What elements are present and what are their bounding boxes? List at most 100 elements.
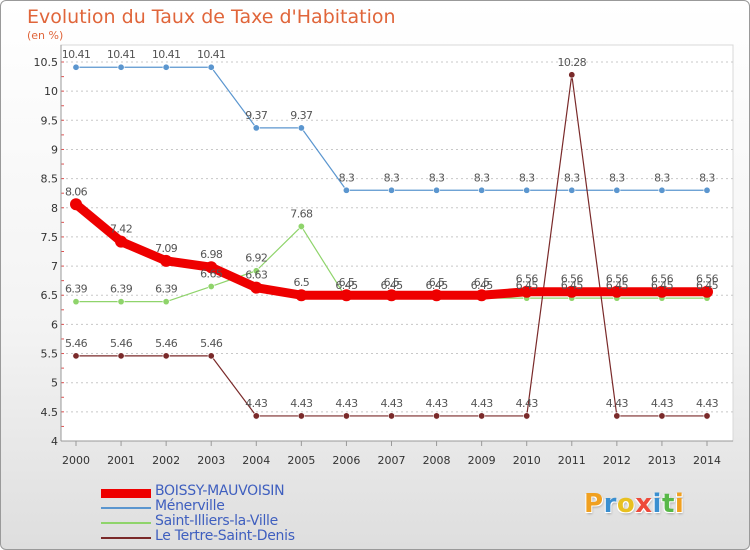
data-label: 6.45 xyxy=(335,279,358,292)
data-point xyxy=(520,285,533,298)
chart-title: Evolution du Taux de Taxe d'Habitation xyxy=(27,6,396,28)
x-tick-label: 2013 xyxy=(648,454,676,467)
data-point xyxy=(658,412,666,420)
x-tick-label: 2011 xyxy=(558,454,586,467)
data-label: 6.39 xyxy=(65,283,88,296)
data-label: 6.45 xyxy=(651,279,674,292)
data-point xyxy=(297,412,305,420)
data-label: 6.45 xyxy=(696,279,719,292)
data-point xyxy=(70,198,82,211)
data-label: 6.63 xyxy=(245,269,268,282)
data-label: 6.45 xyxy=(561,279,584,292)
y-tick-label: 10 xyxy=(44,85,58,98)
data-label: 6.45 xyxy=(426,279,449,292)
data-point xyxy=(478,412,486,420)
data-point xyxy=(117,298,125,306)
data-point xyxy=(655,285,668,298)
data-label: 6.39 xyxy=(110,283,133,296)
data-point xyxy=(252,267,260,275)
legend-label: Saint-Illiers-la-Ville xyxy=(155,513,278,529)
data-point xyxy=(72,352,80,360)
data-label: 6.65 xyxy=(200,267,223,280)
data-label: 8.3 xyxy=(564,171,580,184)
data-label: 4.43 xyxy=(245,397,268,410)
x-tick-label: 2009 xyxy=(468,454,496,467)
legend-label: Le Tertre-Saint-Denis xyxy=(155,528,295,544)
data-label: 5.46 xyxy=(200,337,223,350)
data-point xyxy=(295,289,308,302)
data-label: 4.43 xyxy=(516,397,539,410)
data-point xyxy=(297,222,305,230)
data-label: 6.5 xyxy=(474,276,490,289)
data-label: 10.28 xyxy=(558,56,587,69)
data-label: 7.42 xyxy=(110,223,132,236)
data-label: 6.56 xyxy=(606,273,629,286)
data-point xyxy=(117,352,125,360)
data-point xyxy=(387,186,395,194)
data-label: 8.3 xyxy=(519,171,535,184)
data-label: 6.56 xyxy=(651,273,674,286)
logo-letter: r xyxy=(603,489,617,519)
data-point xyxy=(565,285,578,298)
x-tick-label: 2008 xyxy=(423,454,451,467)
data-point xyxy=(252,124,260,132)
data-point xyxy=(252,412,260,420)
data-point xyxy=(342,186,350,194)
data-point xyxy=(701,285,713,298)
y-tick-label: 7 xyxy=(51,260,58,273)
x-tick-label: 2007 xyxy=(378,454,406,467)
data-label: 5.46 xyxy=(65,337,88,350)
data-label: 4.43 xyxy=(335,397,358,410)
data-label: 7.68 xyxy=(290,207,313,220)
data-point xyxy=(342,412,350,420)
y-tick-label: 8.5 xyxy=(41,173,59,186)
proxiti-logo: Proxiti xyxy=(584,489,684,519)
y-tick-label: 6 xyxy=(51,318,58,331)
data-label: 6.5 xyxy=(384,276,400,289)
data-label: 8.06 xyxy=(65,185,88,198)
legend-swatch xyxy=(101,522,151,524)
x-tick-label: 2004 xyxy=(242,454,270,467)
x-tick-label: 2003 xyxy=(197,454,225,467)
data-label: 6.45 xyxy=(516,279,539,292)
data-label: 6.5 xyxy=(429,276,445,289)
data-label: 6.5 xyxy=(294,276,310,289)
plot-area xyxy=(60,44,734,442)
data-point xyxy=(433,186,441,194)
data-label: 8.3 xyxy=(339,171,355,184)
x-tick-label: 2002 xyxy=(152,454,180,467)
data-label: 8.3 xyxy=(474,171,490,184)
x-tick-label: 2005 xyxy=(287,454,315,467)
logo-letter: x xyxy=(635,489,653,519)
y-tick-label: 5.5 xyxy=(41,348,59,361)
data-point xyxy=(207,352,215,360)
unit-label: (en %) xyxy=(27,29,64,42)
y-tick-label: 6.5 xyxy=(41,289,59,302)
logo-letter: o xyxy=(616,489,636,519)
data-label: 10.41 xyxy=(197,48,226,61)
data-point xyxy=(162,63,170,71)
y-tick-label: 7.5 xyxy=(41,231,59,244)
data-label: 6.92 xyxy=(245,252,267,265)
data-point xyxy=(162,352,170,360)
legend-swatch xyxy=(101,488,151,498)
data-label: 4.43 xyxy=(651,397,674,410)
data-point xyxy=(430,289,443,302)
data-label: 9.37 xyxy=(245,109,268,122)
data-label: 9.37 xyxy=(290,109,313,122)
data-point xyxy=(478,186,486,194)
logo-letter: P xyxy=(584,489,604,519)
data-point xyxy=(475,289,488,302)
data-point xyxy=(340,289,353,302)
x-tick-label: 2000 xyxy=(62,454,90,467)
data-point xyxy=(115,235,128,248)
x-tick-label: 2014 xyxy=(693,454,721,467)
data-label: 6.45 xyxy=(471,279,494,292)
data-point xyxy=(610,285,623,298)
data-label: 8.3 xyxy=(384,171,400,184)
data-point xyxy=(658,186,666,194)
y-tick-label: 8 xyxy=(51,202,58,215)
data-label: 6.98 xyxy=(200,248,223,261)
data-label: 6.5 xyxy=(339,276,355,289)
